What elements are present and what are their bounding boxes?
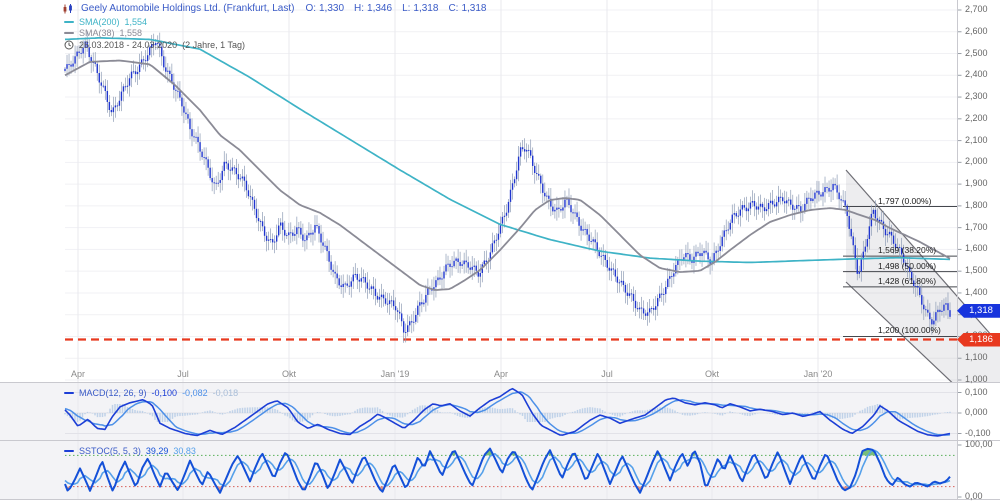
sma38-label: SMA(38) — [79, 28, 115, 38]
sstoc-swatch — [64, 449, 74, 453]
low-label: L: — [402, 3, 411, 14]
high-value: 1,346 — [367, 3, 393, 14]
sma200-label: SMA(200) — [79, 17, 120, 27]
macd-value-hist: -0,018 — [212, 388, 239, 398]
macd-value-main: -0,100 — [151, 388, 178, 398]
alert-price-badge[interactable]: 1,186 — [957, 332, 1000, 347]
sma200-value: 1,554 — [124, 17, 148, 27]
legend-macd[interactable]: MACD(12, 26, 9) -0,100 -0,082 -0,018 — [64, 388, 238, 398]
clock-icon — [64, 40, 74, 50]
open-label: O: — [305, 3, 316, 14]
sstoc-value-d: 30,83 — [173, 446, 196, 456]
high-label: H: — [354, 3, 365, 14]
date-range-duration: (2 Jahre, 1 Tag) — [182, 40, 245, 50]
ohlc-readout: O: 1,330 H: 1,346 L: 1,318 C: 1,318 — [305, 3, 486, 14]
sma38-value: 1,558 — [119, 28, 143, 38]
instrument-title[interactable]: Geely Automobile Holdings Ltd. (Frankfur… — [81, 3, 295, 14]
macd-signal-line[interactable] — [64, 391, 951, 436]
sstoc-label: SSTOC(5, 5, 3) — [79, 446, 141, 456]
macd-plot[interactable] — [64, 387, 951, 437]
candles[interactable] — [64, 31, 951, 343]
close-label: C: — [448, 3, 459, 14]
sstoc-plot[interactable] — [64, 447, 951, 494]
date-range-text: 26.03.2018 - 24.03.2020 — [79, 40, 178, 50]
date-range[interactable]: 26.03.2018 - 24.03.2020 (2 Jahre, 1 Tag) — [64, 40, 245, 50]
open-value: 1,330 — [319, 3, 345, 14]
sma200-line[interactable] — [64, 37, 951, 264]
legend-sma200[interactable]: SMA(200) 1,554 — [64, 17, 147, 27]
legend-sma38[interactable]: SMA(38) 1,558 — [64, 28, 142, 38]
close-value: 1,318 — [461, 3, 487, 14]
sstoc-value-k: 39,29 — [145, 446, 169, 456]
low-value: 1,318 — [413, 3, 439, 14]
instrument-header[interactable]: Geely Automobile Holdings Ltd. (Frankfur… — [62, 3, 486, 14]
legend-sstoc[interactable]: SSTOC(5, 5, 3) 39,29 30,83 — [64, 446, 196, 456]
sma38-line[interactable] — [64, 59, 951, 291]
macd-line[interactable] — [64, 387, 951, 437]
last-price-badge[interactable]: 1,318 — [957, 303, 1000, 318]
sma200-swatch — [64, 20, 74, 24]
sstoc-k-line[interactable] — [64, 447, 951, 494]
candlestick-icon — [62, 3, 74, 14]
sma38-swatch — [64, 31, 74, 35]
macd-label: MACD(12, 26, 9) — [79, 388, 147, 398]
macd-swatch — [64, 391, 74, 395]
macd-value-signal: -0,082 — [182, 388, 208, 398]
